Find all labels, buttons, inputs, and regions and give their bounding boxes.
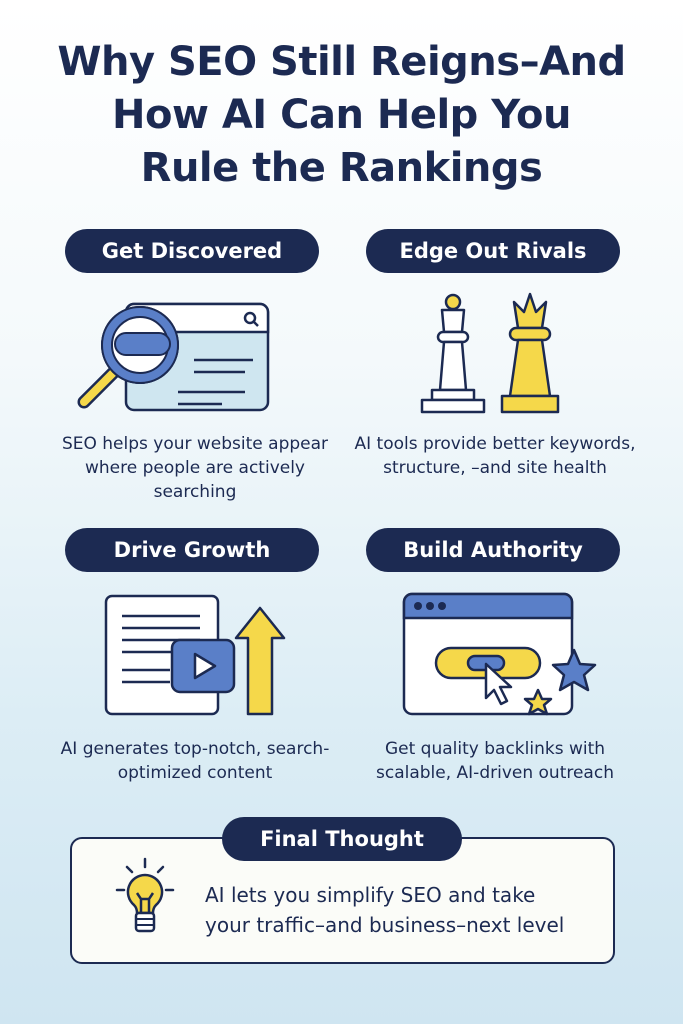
title-line: Why SEO Still Reigns–And	[57, 39, 626, 85]
page-title: Why SEO Still Reigns–And How AI Can Help…	[0, 36, 683, 195]
edge-out-rivals-heading: Edge Out Rivals	[366, 229, 620, 273]
final-line: your traffic–and business–next level	[205, 913, 565, 937]
final-line: AI lets you simplify SEO and take	[205, 883, 536, 907]
drive-growth-heading: Drive Growth	[65, 528, 319, 572]
content-growth-icon	[104, 594, 286, 716]
title-line: How AI Can Help You	[112, 92, 571, 138]
build-authority-heading: Build Authority	[366, 528, 620, 572]
chess-pieces-icon	[420, 292, 560, 414]
build-authority-text: Get quality backlinks with scalable, AI-…	[376, 739, 614, 783]
lightbulb-icon	[115, 857, 175, 933]
drive-growth-text: AI generates top-notch, search-optimized…	[60, 739, 330, 783]
magnifier-browser-icon	[77, 302, 270, 412]
get-discovered-text: SEO helps your website appear where peop…	[61, 434, 329, 502]
get-discovered-heading: Get Discovered	[65, 229, 319, 273]
final-thought-text: AI lets you simplify SEO and take your t…	[205, 880, 564, 940]
title-line: Rule the Rankings	[140, 145, 543, 191]
edge-out-rivals-text: AI tools provide better keywords, struct…	[354, 434, 636, 478]
final-thought-heading: Final Thought	[222, 817, 462, 861]
browser-link-stars-icon	[402, 592, 597, 716]
